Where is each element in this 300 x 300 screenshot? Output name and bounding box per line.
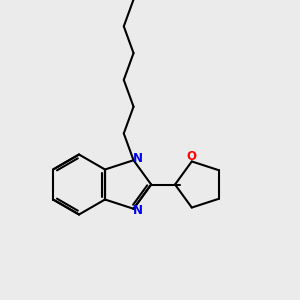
Text: N: N [132, 204, 142, 217]
Text: N: N [132, 152, 142, 165]
Text: O: O [187, 150, 197, 163]
